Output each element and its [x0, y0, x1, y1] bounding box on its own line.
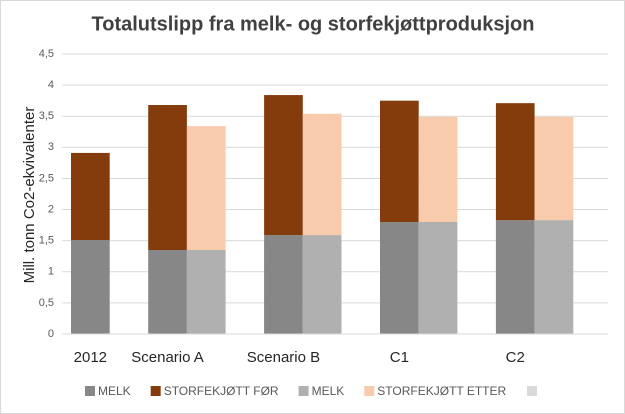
- bar-segment: [186, 126, 226, 250]
- bar-segment: [264, 95, 303, 236]
- bar-segment: [418, 222, 458, 334]
- bar-segment: [264, 235, 303, 334]
- bar-segment: [71, 152, 110, 241]
- bar-segment: [534, 116, 574, 221]
- bar-segment: [148, 250, 187, 334]
- x-tick-label: Scenario A: [131, 349, 204, 366]
- y-axis-title: Mill. tonn Co2-ekvivalenter: [21, 107, 38, 284]
- legend-swatch: [150, 386, 161, 396]
- bar-segment: [71, 240, 110, 334]
- bar-segment: [186, 250, 226, 334]
- bar-segment: [495, 220, 535, 334]
- legend-label: STORFEKJØTT FØR: [164, 384, 279, 398]
- y-tick-label: 2,5: [39, 172, 54, 184]
- legend-label: MELK: [98, 384, 131, 398]
- y-tick-label: 1: [48, 266, 54, 278]
- x-tick-label: C1: [390, 349, 409, 366]
- bar-segment: [302, 113, 342, 236]
- y-tick-label: 2: [48, 203, 54, 215]
- y-tick-label: 3,5: [39, 110, 54, 122]
- legend-label: STORFEKJØTT ETTER: [377, 384, 506, 398]
- legend-swatch: [364, 386, 375, 396]
- legend-label: MELK: [312, 384, 345, 398]
- y-tick-label: 0: [48, 328, 54, 340]
- bar-segment: [534, 220, 574, 334]
- bar-segment: [418, 116, 458, 222]
- legend-swatch: [527, 386, 537, 396]
- y-tick-label: 4: [48, 79, 54, 91]
- bar-segment: [495, 103, 535, 221]
- y-tick-label: 0,5: [39, 297, 54, 309]
- bar-segment: [380, 222, 419, 334]
- bar-segment: [380, 100, 419, 222]
- y-tick-label: 4,5: [39, 48, 54, 60]
- bar-segment: [148, 105, 187, 251]
- y-tick-label: 3: [48, 141, 54, 153]
- x-tick-label: C2: [506, 349, 525, 366]
- x-tick-label: Scenario B: [247, 349, 320, 366]
- bar-segment: [302, 235, 342, 334]
- y-tick-label: 1,5: [39, 235, 54, 247]
- legend-swatch: [298, 386, 309, 396]
- chart-title: Totalutslipp fra melk- og storfekjøttpro…: [92, 13, 535, 35]
- x-tick-label: 2012: [74, 349, 107, 366]
- legend-swatch: [85, 386, 95, 396]
